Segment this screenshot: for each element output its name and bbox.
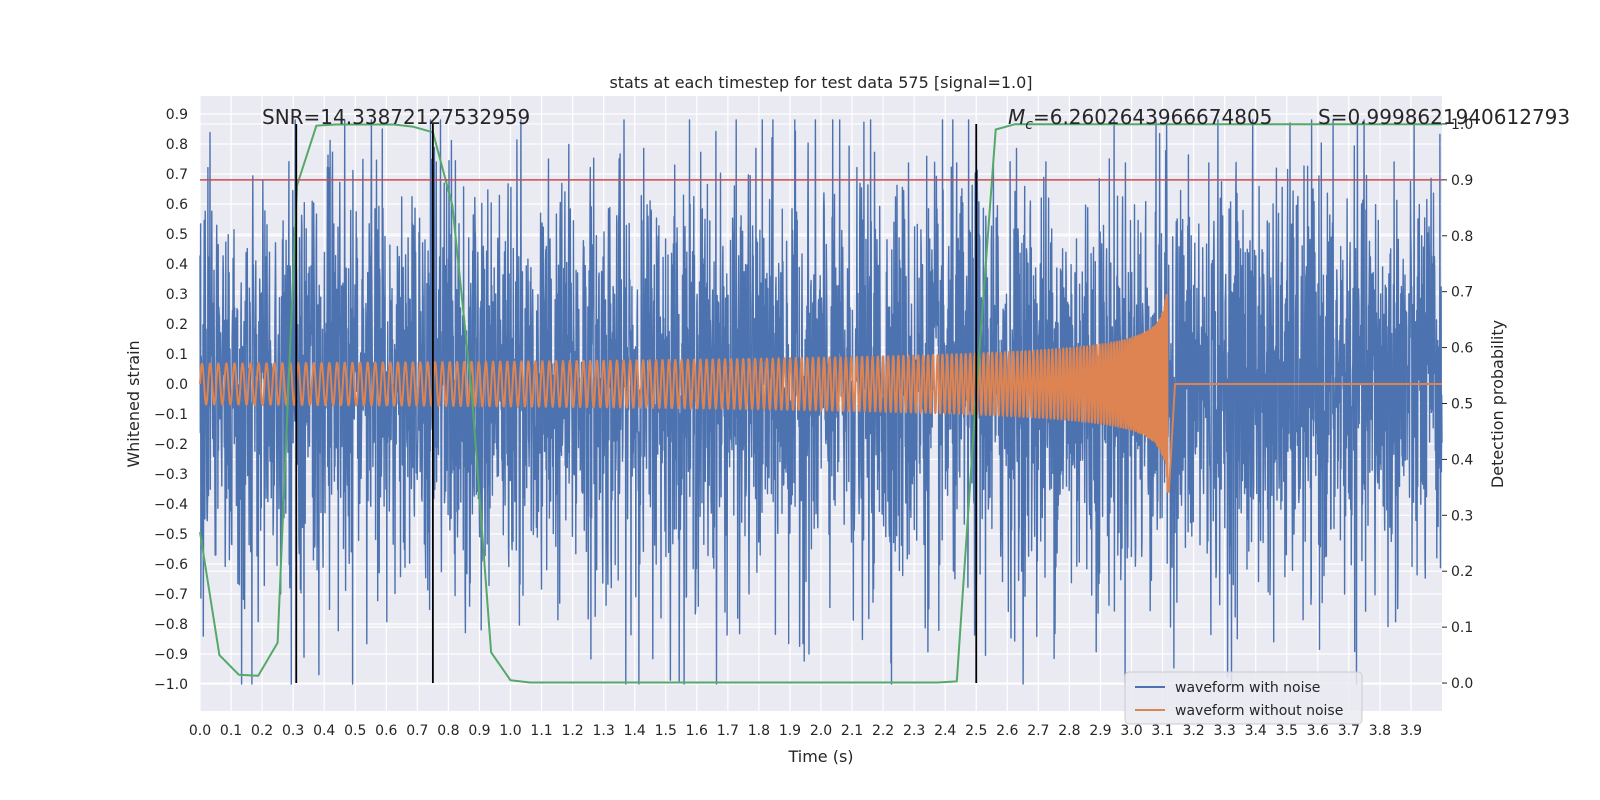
x-tick-label: 3.4: [1245, 723, 1267, 739]
y-tick-label: −0.4: [154, 497, 188, 513]
x-tick-label: 2.8: [1058, 723, 1080, 739]
y-tick-label: −0.2: [154, 437, 188, 453]
y-tick-label: −0.8: [154, 617, 188, 633]
x-axis-ticks: 0.0 0.1 0.2 0.3 0.4 0.5 0.6 0.7 0.8 0.9 1.0 1.1 1.2 1…: [189, 723, 1422, 739]
legend: waveform with noise waveform without nois…: [1124, 671, 1363, 725]
y2-tick-label: 0.7: [1451, 285, 1473, 301]
legend-box: [1124, 671, 1363, 725]
x-tick-label: 1.0: [499, 723, 521, 739]
x-tick-label: 2.9: [1089, 723, 1111, 739]
x-axis-label: Time (s): [787, 747, 853, 766]
x-tick-label: 2.5: [965, 723, 987, 739]
reference-lines: [200, 123, 1442, 684]
x-tick-label: 1.1: [530, 723, 552, 739]
y-tick-label: 0.7: [166, 167, 188, 183]
y2-tick-label: 0.2: [1451, 564, 1473, 580]
x-tick-label: 0.0: [189, 723, 211, 739]
x-tick-label: 1.7: [717, 723, 739, 739]
y2-tick-label: 0.0: [1451, 676, 1473, 692]
y-axis-ticks: 0.9 0.8 0.7 0.6 0.5 0.4 0.3 0.2 0.1 0.0 −0.1 −0.2 −0…: [154, 107, 188, 693]
x-tick-label: 1.2: [561, 723, 583, 739]
x-tick-label: 1.3: [593, 723, 615, 739]
x-tick-label: 1.9: [779, 723, 801, 739]
y-tick-label: 0.9: [166, 107, 188, 123]
x-tick-label: 0.5: [344, 723, 366, 739]
x-tick-label: 3.6: [1307, 723, 1329, 739]
s-annotation: S=0.9998621940612793: [1318, 105, 1570, 129]
series-layer: [199, 119, 1443, 685]
x-tick-label: 2.0: [810, 723, 832, 739]
x-tick-label: 0.6: [375, 723, 397, 739]
y-tick-label: 0.2: [166, 317, 188, 333]
y-tick-label: −0.1: [154, 407, 188, 423]
y-tick-label: 0.0: [166, 377, 188, 393]
y2-axis-ticks: 1.0 0.9 0.8 0.7 0.6 0.5 0.4 0.3 0.2 0.1 0.0: [1442, 117, 1473, 692]
y2-axis-label: Detection probability: [1488, 320, 1507, 488]
x-tick-label: 0.9: [468, 723, 490, 739]
x-tick-label: 2.2: [872, 723, 894, 739]
x-tick-label: 3.3: [1214, 723, 1236, 739]
y2-tick-label: 1.0: [1451, 117, 1473, 133]
x-tick-label: 0.3: [282, 723, 304, 739]
clean-waveform-line: [199, 294, 1442, 493]
y-tick-label: 0.5: [166, 227, 188, 243]
x-tick-label: 0.8: [437, 723, 459, 739]
x-tick-label: 3.1: [1151, 723, 1173, 739]
x-tick-label: 3.7: [1338, 723, 1360, 739]
x-tick-label: 1.5: [655, 723, 677, 739]
x-tick-label: 0.1: [220, 723, 242, 739]
chirp-mass-value: =6.2602643966674805: [1033, 105, 1272, 129]
chirp-mass-symbol: M: [1008, 105, 1025, 129]
detection-probability-line: [199, 123, 1442, 684]
y2-tick-label: 0.5: [1451, 397, 1473, 413]
y2-tick-label: 0.3: [1451, 508, 1473, 524]
x-tick-label: 0.4: [313, 723, 335, 739]
y2-tick-label: 0.6: [1451, 341, 1473, 357]
x-tick-label: 3.5: [1276, 723, 1298, 739]
x-tick-label: 3.9: [1400, 723, 1422, 739]
y-tick-label: −0.7: [154, 587, 188, 603]
legend-label: waveform without noise: [1175, 703, 1343, 719]
x-tick-label: 2.7: [1027, 723, 1049, 739]
x-tick-label: 2.1: [841, 723, 863, 739]
y2-tick-label: 0.4: [1451, 452, 1473, 468]
x-tick-label: 3.2: [1182, 723, 1204, 739]
chart-title: stats at each timestep for test data 575…: [609, 73, 1032, 92]
chirp-mass-subscript: c: [1025, 117, 1033, 133]
chirp-mass-annotation: Mc=6.2602643966674805: [1008, 105, 1272, 133]
x-tick-label: 1.6: [686, 723, 708, 739]
y2-tick-label: 0.1: [1451, 620, 1473, 636]
x-tick-label: 1.8: [748, 723, 770, 739]
y-tick-label: 0.3: [166, 287, 188, 303]
x-tick-label: 0.7: [406, 723, 428, 739]
x-tick-label: 0.2: [251, 723, 273, 739]
x-tick-label: 3.0: [1120, 723, 1142, 739]
x-tick-label: 1.4: [624, 723, 646, 739]
y-axis-label: Whitened strain: [124, 340, 143, 467]
legend-label: waveform with noise: [1175, 680, 1320, 696]
x-tick-label: 2.6: [996, 723, 1018, 739]
x-tick-label: 3.8: [1369, 723, 1391, 739]
y-tick-label: −0.9: [154, 647, 188, 663]
y-tick-label: −0.3: [154, 467, 188, 483]
y-tick-label: 0.4: [166, 257, 188, 273]
snr-annotation: SNR=14.33872127532959: [262, 105, 530, 129]
y-tick-label: 0.6: [166, 197, 188, 213]
y-tick-label: −1.0: [154, 677, 188, 693]
y-tick-label: 0.8: [166, 137, 188, 153]
x-tick-label: 2.4: [934, 723, 956, 739]
y-tick-label: −0.5: [154, 527, 188, 543]
x-tick-label: 2.3: [903, 723, 925, 739]
y-tick-label: −0.6: [154, 557, 188, 573]
y2-tick-label: 0.9: [1451, 173, 1473, 189]
y-tick-label: 0.1: [166, 347, 188, 363]
y2-tick-label: 0.8: [1451, 229, 1473, 245]
